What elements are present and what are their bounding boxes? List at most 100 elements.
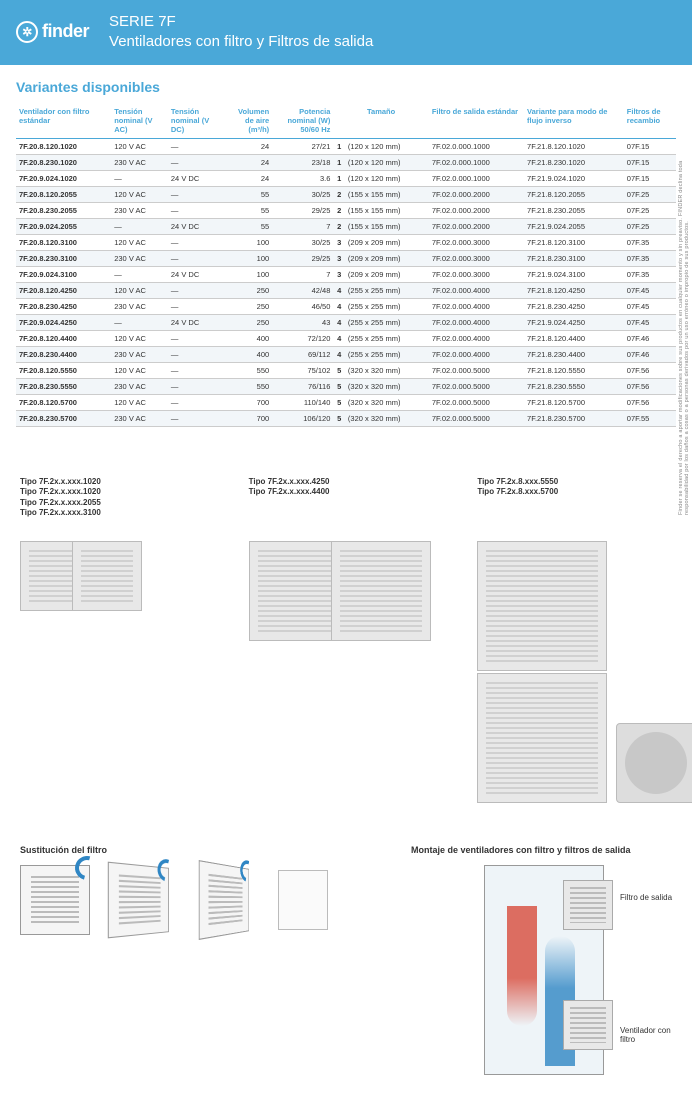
cell: 07F.25	[624, 203, 676, 219]
cell: 07F.56	[624, 395, 676, 411]
cell: 7F.02.0.000.3000	[429, 267, 524, 283]
cell: 5	[333, 363, 345, 379]
type-label: Tipo 7F.2x.8.xxx.5550	[477, 477, 610, 487]
cell: 07F.25	[624, 187, 676, 203]
cell: 7	[272, 267, 333, 283]
cell: 24	[225, 139, 273, 155]
cell: 7F.20.9.024.2055	[16, 219, 111, 235]
cell: 07F.46	[624, 331, 676, 347]
side-disclaimer: Finder se reserva el derecho a aportar m…	[678, 155, 690, 515]
cell: —	[168, 379, 225, 395]
cell: 7F.20.8.230.4250	[16, 299, 111, 315]
cell: 7F.21.8.230.5550	[524, 379, 624, 395]
arrow-icon	[237, 857, 256, 886]
table-row: 7F.20.8.230.4250230 V AC—25046/504(255 x…	[16, 299, 676, 315]
cell: 46/50	[272, 299, 333, 315]
image-labels-2: Tipo 7F.2x.x.xxx.4250Tipo 7F.2x.x.xxx.44…	[249, 477, 448, 521]
cell: —	[168, 203, 225, 219]
cell: 07F.46	[624, 347, 676, 363]
cell: 120 V AC	[111, 283, 168, 299]
cell: (155 x 155 mm)	[345, 203, 429, 219]
page-title: Ventiladores con filtro y Filtros de sal…	[109, 32, 373, 52]
cell: 7F.20.8.120.2055	[16, 187, 111, 203]
cell: 7	[272, 219, 333, 235]
cell: —	[168, 235, 225, 251]
cell: 7F.21.9.024.1020	[524, 171, 624, 187]
cell: 230 V AC	[111, 203, 168, 219]
cell: 23/18	[272, 155, 333, 171]
image-labels-1: Tipo 7F.2x.x.xxx.1020Tipo 7F.2x.x.xxx.10…	[20, 477, 219, 521]
cell: 7F.21.8.120.5700	[524, 395, 624, 411]
cell: 7F.20.8.120.5700	[16, 395, 111, 411]
cell: 7F.02.0.000.2000	[429, 187, 524, 203]
image-labels-3: Tipo 7F.2x.8.xxx.5550Tipo 7F.2x.8.xxx.57…	[477, 477, 610, 521]
cell: 27/21	[272, 139, 333, 155]
cell: —	[168, 395, 225, 411]
cell: 7F.21.8.120.3100	[524, 235, 624, 251]
product-images-row: Tipo 7F.2x.x.xxx.1020Tipo 7F.2x.x.xxx.10…	[16, 477, 676, 805]
type-label: Tipo 7F.2x.x.xxx.3100	[20, 508, 219, 518]
cell: 120 V AC	[111, 235, 168, 251]
cell: —	[168, 299, 225, 315]
cell: 7F.02.0.000.4000	[429, 347, 524, 363]
col-vol: Volumen de aire (m³/h)	[225, 103, 273, 139]
cell: 24	[225, 171, 273, 187]
cell: 24 V DC	[168, 315, 225, 331]
cell: 7F.02.0.000.4000	[429, 299, 524, 315]
cell: 7F.21.8.120.2055	[524, 187, 624, 203]
cell: —	[111, 267, 168, 283]
cell: 4	[333, 283, 345, 299]
cell: 42/48	[272, 283, 333, 299]
table-row: 7F.20.8.230.2055230 V AC—5529/252(155 x …	[16, 203, 676, 219]
cell: 3.6	[272, 171, 333, 187]
type-label: Tipo 7F.2x.x.xxx.1020	[20, 487, 219, 497]
cell: 400	[225, 347, 273, 363]
table-row: 7F.20.8.230.4400230 V AC—40069/1124(255 …	[16, 347, 676, 363]
cell: (320 x 320 mm)	[345, 379, 429, 395]
cell: —	[111, 171, 168, 187]
cell: 120 V AC	[111, 363, 168, 379]
arrow-icon	[71, 852, 104, 885]
fan-icon	[477, 673, 607, 803]
table-row: 7F.20.9.024.1020—24 V DC243.61(120 x 120…	[16, 171, 676, 187]
cell: (255 x 255 mm)	[345, 347, 429, 363]
cell: 7F.20.8.230.1020	[16, 155, 111, 171]
cell: 7F.21.8.120.5550	[524, 363, 624, 379]
cell: 7F.02.0.000.5000	[429, 363, 524, 379]
diagram-mounting: Montaje de ventiladores con filtro y fil…	[411, 845, 676, 1075]
cell: (255 x 255 mm)	[345, 283, 429, 299]
fan-icon	[477, 541, 607, 671]
cell: 4	[333, 347, 345, 363]
cell: 30/25	[272, 235, 333, 251]
panel-step-2	[108, 862, 169, 939]
cell: 7F.20.8.230.5550	[16, 379, 111, 395]
cell: 7F.21.8.230.5700	[524, 411, 624, 427]
cell: 7F.21.8.120.1020	[524, 139, 624, 155]
fan-back-icon	[616, 723, 676, 805]
table-row: 7F.20.8.230.1020230 V AC—2423/181(120 x …	[16, 155, 676, 171]
cell: 07F.45	[624, 299, 676, 315]
table-row: 7F.20.9.024.3100—24 V DC10073(209 x 209 …	[16, 267, 676, 283]
image-group-medium: Tipo 7F.2x.x.xxx.4250Tipo 7F.2x.x.xxx.44…	[249, 477, 448, 643]
cell: 24 V DC	[168, 267, 225, 283]
cell: —	[168, 283, 225, 299]
cell: 7F.20.8.230.3100	[16, 251, 111, 267]
cell: 5	[333, 379, 345, 395]
type-label: Tipo 7F.2x.8.xxx.5700	[477, 487, 610, 497]
cell: 400	[225, 331, 273, 347]
cell: (120 x 120 mm)	[345, 139, 429, 155]
cell: 24 V DC	[168, 219, 225, 235]
col-spare: Filtros de recambio	[624, 103, 676, 139]
diagram-filter-replacement: Sustitución del filtro	[20, 845, 391, 1075]
section-title: Variantes disponibles	[16, 79, 676, 95]
arrow-icon	[154, 856, 178, 886]
cell: 72/120	[272, 331, 333, 347]
cell: 3	[333, 251, 345, 267]
table-row: 7F.20.8.230.5700230 V AC—700106/1205(320…	[16, 411, 676, 427]
cell: 1	[333, 155, 345, 171]
cabinet-icon	[484, 865, 604, 1075]
cell: 100	[225, 235, 273, 251]
cell: (209 x 209 mm)	[345, 235, 429, 251]
image-group-large: Tipo 7F.2x.8.xxx.5550Tipo 7F.2x.8.xxx.57…	[477, 477, 676, 805]
cell: (320 x 320 mm)	[345, 395, 429, 411]
